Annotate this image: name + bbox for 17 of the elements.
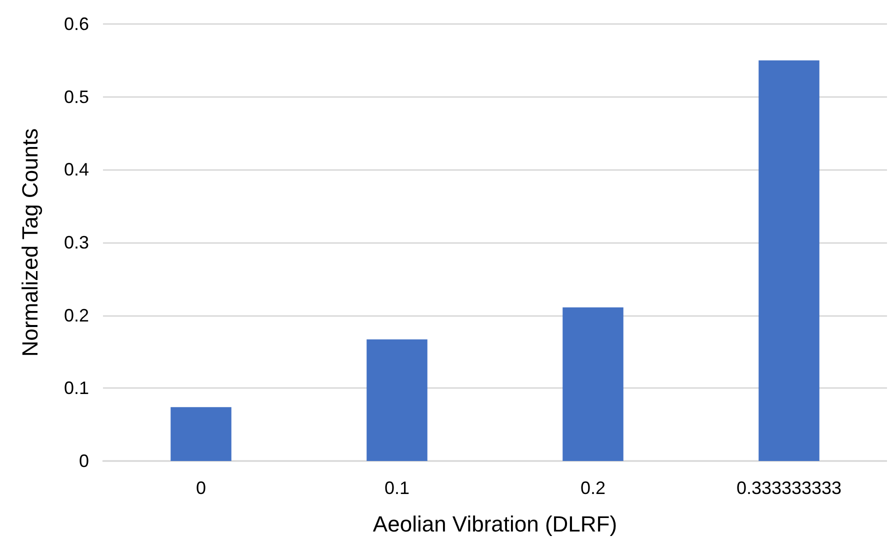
y-tick-label: 0 <box>78 451 89 471</box>
y-axis-title: Normalized Tag Counts <box>18 128 42 357</box>
bar <box>758 60 820 461</box>
bar <box>170 407 232 461</box>
y-tick-label: 0.6 <box>64 14 89 34</box>
y-tick-label: 0.1 <box>64 378 89 398</box>
y-tick-label: 0.2 <box>64 305 89 326</box>
bar <box>562 307 624 461</box>
y-tick-label: 0.4 <box>64 160 89 180</box>
x-tick-label: 0 <box>196 478 206 498</box>
y-tick-label: 0.5 <box>64 86 89 107</box>
x-axis-title: Aeolian Vibration (DLRF) <box>372 512 618 536</box>
x-tick-label: 0.1 <box>384 478 410 498</box>
bar <box>366 339 428 461</box>
x-tick-label: 0.333333333 <box>736 478 842 498</box>
y-tick-label: 0.3 <box>64 232 89 252</box>
x-tick-label: 0.2 <box>580 478 606 498</box>
